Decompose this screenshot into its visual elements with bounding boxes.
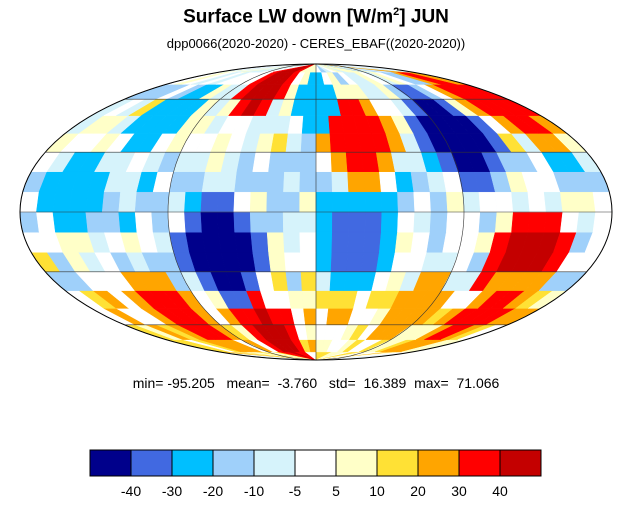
- stat-std: 16.389: [363, 375, 407, 391]
- colorbar-swatch: [253, 449, 296, 477]
- colorbar-tick-label: -20: [203, 483, 223, 499]
- colorbar-tick-label: -40: [121, 483, 141, 499]
- stat-min: -95.205: [167, 375, 215, 391]
- colorbar-swatch: [89, 449, 132, 477]
- anomaly-cell: [592, 211, 612, 233]
- meridian-line: [315, 64, 465, 360]
- colorbar-tick-label: 30: [451, 483, 467, 499]
- meridian-line: [167, 64, 317, 360]
- colorbar-tick-label: 5: [332, 483, 340, 499]
- colorbar-swatch: [212, 449, 255, 477]
- chart-title: Surface LW down [W/m2] JUN: [183, 6, 449, 28]
- colorbar-tick-label: -5: [289, 483, 302, 499]
- stat-mean: -3.760: [277, 375, 318, 391]
- statistics-line: min= -95.205 mean= -3.760 std= 16.389 ma…: [132, 375, 500, 391]
- map-outline: [19, 63, 613, 361]
- colorbar-swatch: [417, 449, 460, 477]
- colorbar-swatch: [171, 449, 214, 477]
- chart-subtitle: dpp0066(2020-2020) - CERES_EBAF((2020-20…: [166, 36, 466, 51]
- colorbar-swatch: [458, 449, 501, 477]
- colorbar-tick-label: -10: [244, 483, 264, 499]
- stat-max: 71.066: [456, 375, 500, 391]
- colorbar-tick-label: -30: [162, 483, 182, 499]
- colorbar-tick-label: 10: [369, 483, 385, 499]
- colorbar-swatch: [499, 449, 542, 477]
- colorbar-swatch: [335, 449, 378, 477]
- colorbar-swatch: [294, 449, 337, 477]
- colorbar-swatch: [130, 449, 173, 477]
- colorbar-tick-label: 20: [410, 483, 426, 499]
- colorbar-tick-label: 40: [492, 483, 508, 499]
- colorbar-swatch: [376, 449, 419, 477]
